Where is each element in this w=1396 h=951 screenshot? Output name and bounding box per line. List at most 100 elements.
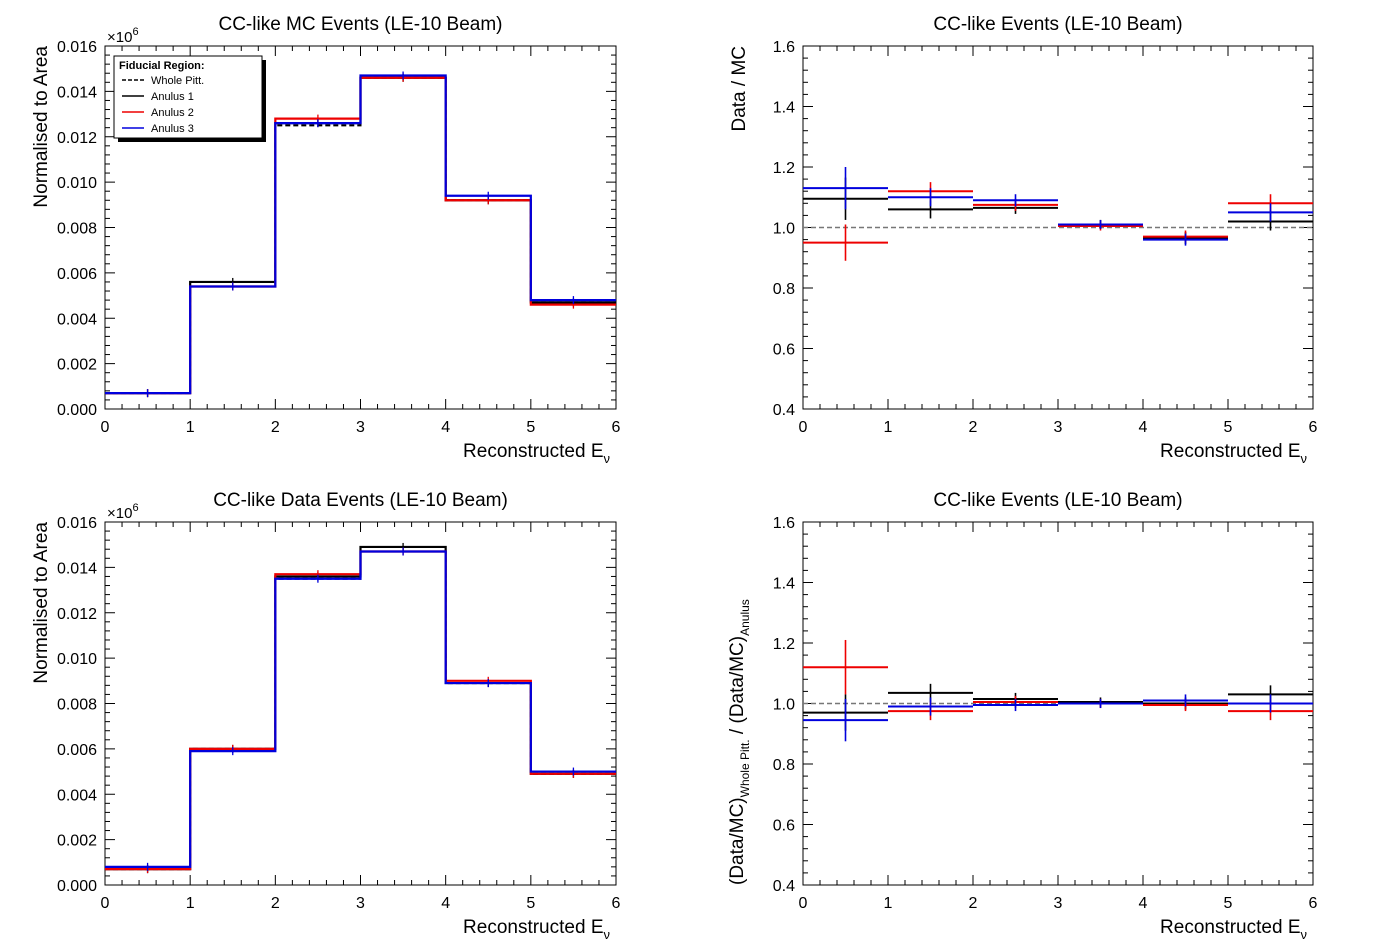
y-tick-label: 0.014 — [57, 560, 97, 577]
x-tick-label: 6 — [1309, 419, 1318, 436]
series-step-line-anulus-1 — [105, 545, 616, 871]
y-axis-label: Data / MC — [729, 46, 750, 132]
x-tick-label: 6 — [612, 895, 621, 912]
x-axis-label: Reconstructed Eν — [1160, 917, 1307, 942]
series-step-line-anulus-3 — [105, 550, 616, 868]
y-tick-label: 0.016 — [57, 515, 97, 532]
y-tick-label: 0.002 — [57, 833, 97, 850]
x-tick-label: 6 — [612, 419, 621, 436]
legend-entry: Anulus 2 — [151, 107, 194, 119]
y-axis-label: (Data/MC)Whole Pitt. / (Data/MC)Anulus — [727, 599, 752, 885]
y-tick-label: 1.0 — [773, 697, 795, 714]
legend-title: Fiducial Region: — [119, 60, 205, 72]
x-tick-label: 5 — [526, 419, 535, 436]
x-axis-label-main: Reconstructed E — [1160, 917, 1300, 938]
y-tick-label: 0.006 — [57, 266, 97, 283]
y-tick-label: 0.012 — [57, 130, 97, 147]
y-tick-label: 1.4 — [773, 576, 795, 593]
y-axis-label-part: (Data/MC) — [727, 797, 748, 885]
legend-box — [113, 55, 263, 139]
y-axis-label: Normalised to Area — [31, 46, 52, 208]
x-tick-label: 1 — [186, 419, 195, 436]
y-tick-label: 0.004 — [57, 787, 97, 804]
x-tick-label: 4 — [1139, 419, 1148, 436]
x-tick-label: 3 — [1054, 419, 1063, 436]
y-axis-label: Normalised to Area — [31, 522, 52, 684]
x-tick-label: 2 — [969, 895, 978, 912]
chart-panel-4: CC-like Events (LE-10 Beam) 0 1 2 3 4 5 6 0.4 0.6… — [727, 490, 1318, 942]
y-tick-label: 1.0 — [773, 221, 795, 238]
y-tick-label: 0.012 — [57, 606, 97, 623]
x-tick-label: 6 — [1309, 895, 1318, 912]
x-tick-label: 2 — [271, 419, 280, 436]
y-tick-label: 0.016 — [57, 39, 97, 56]
y-tick-label: 0.006 — [57, 742, 97, 759]
x-axis-label-main: Reconstructed E — [463, 441, 603, 462]
x-axis-label-main: Reconstructed E — [463, 917, 603, 938]
series-step-line-anulus-2 — [105, 550, 616, 871]
legend-entry: Whole Pitt. — [151, 75, 204, 87]
x-tick-label: 3 — [1054, 895, 1063, 912]
y-multiplier-label: ×106 — [107, 502, 139, 522]
series-step-line-anulus-3 — [105, 74, 616, 395]
x-tick-label: 1 — [186, 895, 195, 912]
y-axis-label-subscript: Whole Pitt. — [738, 739, 752, 797]
x-tick-label: 4 — [1139, 895, 1148, 912]
legend-entry: Anulus 1 — [151, 91, 194, 103]
x-axis-label: Reconstructed Eν — [1160, 441, 1307, 466]
x-tick-label: 5 — [526, 895, 535, 912]
x-tick-label: 0 — [799, 419, 808, 436]
x-tick-label: 0 — [799, 895, 808, 912]
y-tick-label: 0.8 — [773, 281, 795, 298]
y-tick-label: 0.4 — [773, 402, 795, 419]
y-tick-label: 0.008 — [57, 697, 97, 714]
y-multiplier-exponent: 6 — [132, 502, 138, 514]
x-tick-label: 2 — [969, 419, 978, 436]
y-tick-label: 1.4 — [773, 100, 795, 117]
chart-title: CC-like Events (LE-10 Beam) — [933, 490, 1182, 511]
x-tick-label: 3 — [356, 419, 365, 436]
y-axis-label-part: / (Data/MC) — [727, 636, 748, 739]
x-tick-label: 4 — [441, 895, 450, 912]
y-axis-label-subscript: Anulus — [738, 599, 752, 636]
x-tick-label: 2 — [271, 895, 280, 912]
x-axis-label-main: Reconstructed E — [1160, 441, 1300, 462]
y-tick-label: 0.6 — [773, 342, 795, 359]
y-tick-label: 0.002 — [57, 357, 97, 374]
legend-entry: Anulus 3 — [151, 123, 194, 135]
x-axis-label: Reconstructed Eν — [463, 441, 610, 466]
x-axis-label-subscript: ν — [604, 451, 611, 466]
y-tick-label: 0.000 — [57, 878, 97, 895]
chart-title: CC-like Data Events (LE-10 Beam) — [213, 490, 508, 511]
x-axis-label-subscript: ν — [1301, 927, 1308, 942]
x-tick-label: 1 — [884, 419, 893, 436]
y-tick-label: 1.6 — [773, 39, 795, 56]
x-tick-label: 0 — [101, 895, 110, 912]
y-tick-label: 0.4 — [773, 878, 795, 895]
y-multiplier-exponent: 6 — [132, 26, 138, 38]
y-multiplier-label: ×106 — [107, 26, 139, 46]
y-tick-label: 1.2 — [773, 636, 795, 653]
x-tick-label: 0 — [101, 419, 110, 436]
y-tick-label: 0.8 — [773, 757, 795, 774]
x-tick-label: 5 — [1224, 895, 1233, 912]
x-tick-label: 5 — [1224, 419, 1233, 436]
y-tick-label: 0.014 — [57, 84, 97, 101]
x-axis-label-subscript: ν — [604, 927, 611, 942]
y-multiplier-base: ×10 — [107, 505, 132, 522]
y-tick-label: 0.004 — [57, 311, 97, 328]
x-axis-label: Reconstructed Eν — [463, 917, 610, 942]
series-step-line-whole-pitt- — [105, 550, 616, 871]
y-tick-label: 1.6 — [773, 515, 795, 532]
y-tick-label: 0.000 — [57, 402, 97, 419]
y-multiplier-base: ×10 — [107, 29, 132, 46]
x-tick-label: 3 — [356, 895, 365, 912]
y-tick-label: 0.008 — [57, 221, 97, 238]
chart-panel-3: CC-like Data Events (LE-10 Beam) 0 1 2 3 4 5 6 0… — [31, 490, 621, 942]
y-tick-label: 0.010 — [57, 651, 97, 668]
y-tick-label: 0.6 — [773, 818, 795, 835]
chart-title: CC-like Events (LE-10 Beam) — [933, 14, 1182, 35]
x-tick-label: 1 — [884, 895, 893, 912]
chart-panel-1: CC-like MC Events (LE-10 Beam) 0 1 2 3 4 5 6 0.0… — [31, 14, 621, 466]
chart-title: CC-like MC Events (LE-10 Beam) — [218, 14, 502, 35]
